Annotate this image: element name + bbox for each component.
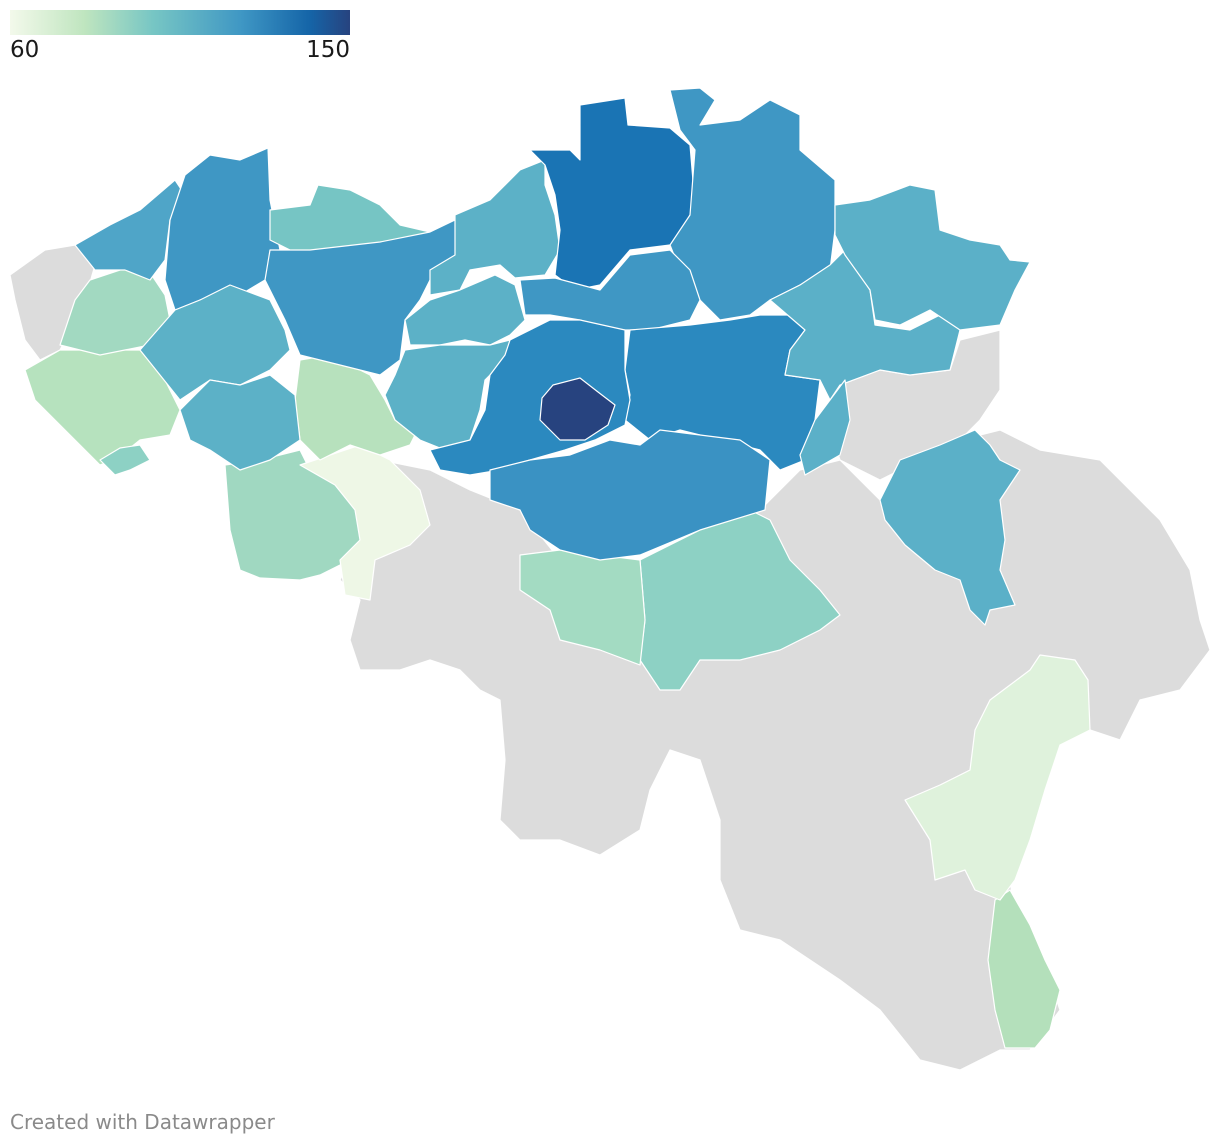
region-menen[interactable]: [179, 374, 301, 471]
region-aalst[interactable]: [384, 339, 511, 451]
legend-max-label: 150: [306, 37, 350, 63]
region-ieper[interactable]: [59, 264, 171, 356]
region-mouscron[interactable]: [99, 444, 151, 476]
region-mechelen[interactable]: [519, 249, 701, 331]
region-tielt[interactable]: [139, 284, 291, 401]
legend-gradient-bar: [10, 10, 350, 35]
legend-labels: 60 150: [10, 35, 350, 65]
region-eeklo[interactable]: [429, 159, 561, 296]
region-wallonia-grey[interactable]: [339, 429, 1211, 1071]
region-brussels[interactable]: [539, 377, 616, 441]
region-bastogne[interactable]: [904, 654, 1091, 901]
region-gent[interactable]: [264, 219, 461, 376]
region-nivelles[interactable]: [489, 429, 771, 561]
legend-min-label: 60: [10, 37, 40, 63]
color-legend: 60 150: [10, 10, 350, 65]
region-maaseik[interactable]: [834, 184, 1031, 331]
region-arlon[interactable]: [987, 889, 1061, 1049]
region-namur[interactable]: [639, 509, 841, 691]
datawrapper-credit[interactable]: Created with Datawrapper: [10, 1110, 275, 1134]
region-brugge[interactable]: [164, 147, 281, 311]
region-sint-niklaas[interactable]: [404, 274, 526, 346]
region-verviers[interactable]: [879, 429, 1021, 626]
region-tongeren[interactable]: [799, 379, 851, 476]
